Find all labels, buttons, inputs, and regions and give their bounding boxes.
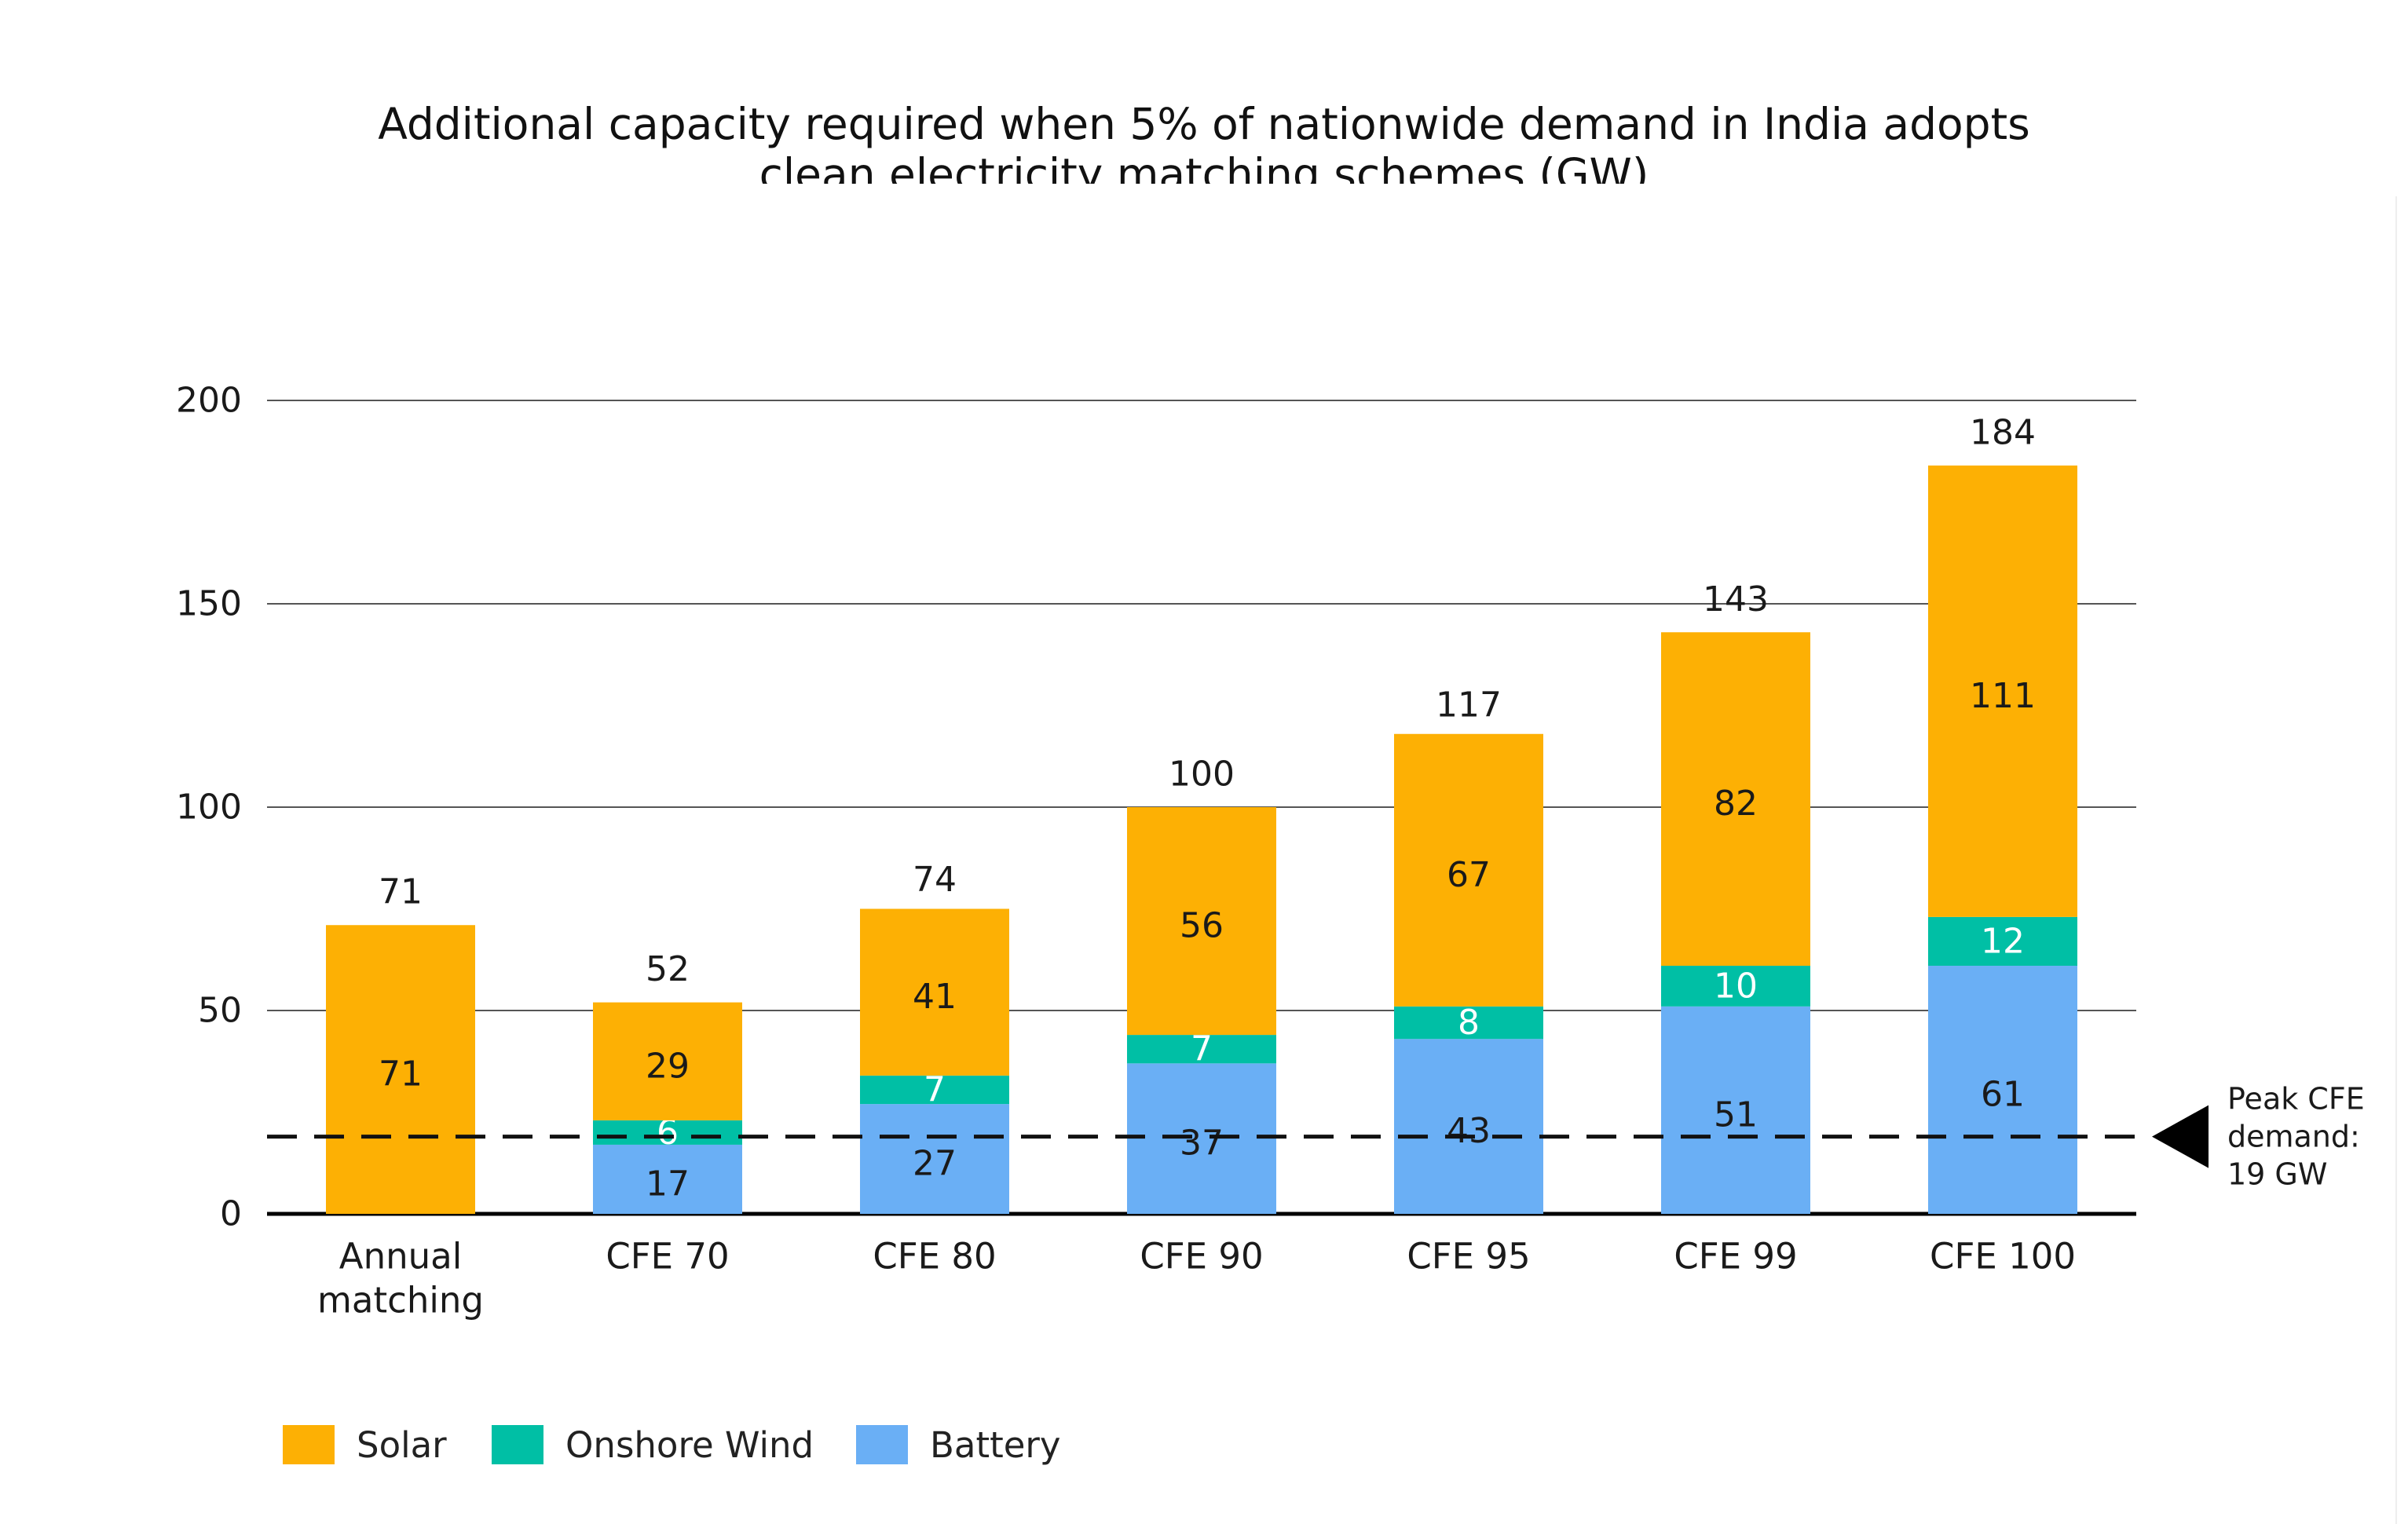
bar-data-label: 67 (1447, 855, 1491, 895)
bar-data-label: 61 (1981, 1075, 2025, 1115)
bar-data-label: 111 (1970, 676, 2036, 716)
x-tick-label: CFE 90 (1140, 1236, 1263, 1277)
bar-total-label: 143 (1703, 579, 1769, 619)
reference-line-label: Peak CFE (2227, 1082, 2365, 1117)
legend-label-battery: Battery (930, 1423, 1061, 1466)
legend-swatch-onshore-wind (492, 1425, 543, 1464)
y-axis-tick-labels: 0 50 100 150 200 (176, 381, 242, 1234)
reference-line-label: demand: (2227, 1120, 2360, 1154)
bar-segment-solar (1127, 807, 1276, 1036)
triangle-marker-icon (2152, 1105, 2209, 1168)
bar-total-label: 71 (379, 872, 423, 912)
x-tick-label: CFE 70 (606, 1236, 729, 1277)
bar-segment-solar (326, 925, 475, 1214)
bar-data-label: 8 (1458, 1003, 1480, 1043)
legend-swatch-solar (283, 1425, 335, 1464)
bar-segment-onshore-wind (1661, 966, 1810, 1007)
bar-segment-solar (1394, 733, 1543, 1007)
bar-segment-onshore-wind (1394, 1006, 1543, 1040)
bar-data-label: 7 (1191, 1029, 1213, 1069)
bar-total-label: 117 (1436, 685, 1502, 725)
bar-total-label: 184 (1970, 412, 2036, 452)
bar-segment-battery (860, 1104, 1009, 1214)
bar-segment-solar (593, 1002, 742, 1120)
y-tick-label: 150 (176, 584, 242, 624)
bar-data-label: 51 (1714, 1095, 1758, 1135)
bar-segment-solar (1661, 632, 1810, 967)
bar-data-label: 82 (1714, 784, 1758, 824)
chart-title: Additional capacity required when 5% of … (0, 99, 2408, 184)
bar-segment-battery (1394, 1039, 1543, 1214)
bar-segment-battery (1661, 1006, 1810, 1214)
bar-total-label: 100 (1169, 755, 1235, 795)
chart-title-line-2: clean electricity matching schemes (GW) (759, 149, 1649, 184)
bar-segment-onshore-wind (860, 1075, 1009, 1105)
bar-segment-onshore-wind (1127, 1035, 1276, 1064)
bar-data-label: 37 (1180, 1124, 1224, 1164)
y-tick-label: 100 (176, 788, 242, 828)
legend-label-solar: Solar (357, 1423, 447, 1466)
bar-data-label: 10 (1714, 966, 1758, 1006)
bar-segment-battery (1127, 1063, 1276, 1214)
bar-data-label: 41 (913, 977, 957, 1017)
right-edge-divider (2395, 196, 2397, 1524)
y-tick-label: 200 (176, 381, 242, 421)
bar-total-label: 52 (646, 949, 690, 989)
x-tick-label: CFE 95 (1407, 1236, 1530, 1277)
x-tick-label: Annual (339, 1236, 462, 1277)
bars: 7171176295227741743775610043867117511082… (326, 412, 2077, 1214)
bar-data-label: 7 (924, 1070, 946, 1110)
reference-line-label: 19 GW (2227, 1157, 2327, 1192)
bar-total-label: 74 (913, 860, 957, 900)
bar-segment-onshore-wind (593, 1120, 742, 1145)
bar-data-label: 27 (913, 1144, 957, 1184)
bar-data-label: 71 (379, 1054, 423, 1095)
bar-data-label: 29 (646, 1046, 690, 1086)
x-tick-label: matching (317, 1280, 484, 1321)
x-tick-label: CFE 99 (1674, 1236, 1797, 1277)
bar-data-label: 17 (646, 1164, 690, 1204)
legend-item-battery: Battery (856, 1421, 1061, 1468)
bar-data-label: 56 (1180, 906, 1224, 946)
x-tick-label: CFE 80 (873, 1236, 996, 1277)
chart-title-line-1: Additional capacity required when 5% of … (378, 99, 2030, 149)
bar-segment-onshore-wind (1928, 916, 2077, 967)
legend-item-onshore-wind: Onshore Wind (492, 1421, 814, 1468)
legend-swatch-battery (856, 1425, 908, 1464)
legend-item-solar: Solar (283, 1421, 447, 1468)
bar-segment-solar (1928, 465, 2077, 917)
legend-label-onshore-wind: Onshore Wind (565, 1423, 814, 1466)
bar-segment-battery (593, 1144, 742, 1214)
bar-data-label: 12 (1981, 921, 2025, 961)
bar-segment-battery (1928, 966, 2077, 1214)
bar-segment-solar (860, 908, 1009, 1076)
y-tick-label: 50 (198, 991, 242, 1031)
y-tick-label: 0 (220, 1194, 242, 1234)
bar-data-label: 43 (1447, 1111, 1491, 1151)
x-tick-label: CFE 100 (1930, 1236, 2076, 1277)
